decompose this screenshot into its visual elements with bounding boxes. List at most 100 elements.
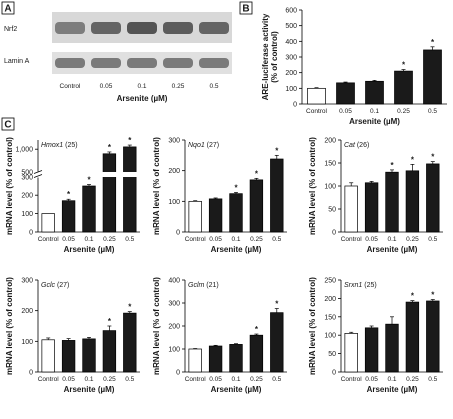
bar-0-1	[385, 171, 399, 233]
x-tick-label: 0.1	[387, 236, 396, 243]
x-axis-label: Arsenite (µM)	[64, 245, 115, 254]
y-tick-label: 100	[21, 339, 33, 346]
x-tick-label: 0.05	[339, 108, 352, 115]
gene-name: Gclc	[41, 282, 56, 289]
y-tick-label: 600	[285, 8, 297, 15]
bar-0-05	[61, 200, 76, 233]
bar-0-25	[249, 334, 264, 373]
bar-0-1	[385, 323, 399, 373]
y-tick-label: 200	[21, 193, 33, 200]
bar-0-5	[270, 158, 284, 233]
bar-0-25	[249, 179, 264, 233]
y-tick-label: 200	[168, 324, 180, 331]
y-axis-label-line: mRNA level (% of control)	[5, 277, 14, 375]
y-tick-label: 200	[324, 296, 336, 303]
x-tick-label: 0.5	[272, 376, 281, 383]
blot-lane-label: Control	[60, 83, 82, 90]
chart-title: Gclm (21)	[188, 282, 219, 289]
y-tick-label: 100	[168, 199, 180, 206]
y-tick-label: 0	[29, 370, 33, 377]
significance-marker: *	[402, 61, 406, 70]
x-tick-label: 0.25	[250, 236, 263, 243]
y-tick-label: 50	[328, 351, 336, 358]
significance-marker: *	[87, 176, 91, 185]
y-axis-label: mRNA level (% of control)	[5, 277, 14, 375]
x-tick-label: Control	[38, 236, 60, 243]
y-axis-label: mRNA level (% of control)	[152, 137, 161, 235]
bar-0-5	[423, 49, 442, 105]
x-tick-label: 0.25	[406, 376, 419, 383]
bar-control	[344, 185, 358, 233]
panel-label-c-box	[1, 117, 15, 131]
y-tick-label: 200	[21, 308, 33, 315]
bar-0-25	[394, 70, 413, 105]
x-tick-label: 0.5	[125, 236, 134, 243]
x-tick-label: Control	[306, 108, 328, 115]
chart-b: 0 100 200 300 400 500 600 Control 0.05 0.1 * 0.25 * 0…	[261, 8, 447, 126]
x-tick-label: Control	[341, 376, 363, 383]
sample-count: (21)	[204, 282, 218, 289]
y-tick-label: 400	[168, 278, 180, 285]
y-tick-label: 400	[285, 39, 297, 46]
y-axis-label-line: mRNA level (% of control)	[152, 137, 161, 235]
y-tick-label: 100	[168, 347, 180, 354]
x-tick-label: 0.5	[428, 376, 437, 383]
significance-marker: *	[431, 38, 435, 47]
significance-marker: *	[234, 183, 238, 192]
y-axis-label: mRNA level (% of control)	[308, 137, 317, 235]
blot-band-nrf2	[55, 22, 85, 34]
x-tick-label: 0.5	[272, 236, 281, 243]
significance-marker: *	[128, 136, 132, 145]
gene-name: Cat	[344, 142, 356, 149]
y-axis-label: mRNA level (% of control)	[152, 277, 161, 375]
x-tick-label: 0.25	[250, 376, 263, 383]
bar-0-05	[208, 198, 223, 233]
y-tick-label: 0	[176, 230, 180, 237]
bar-control	[188, 200, 202, 233]
panel-label-b: B	[242, 4, 249, 15]
y-axis-label-line: mRNA level (% of control)	[5, 137, 14, 235]
x-tick-label: Control	[185, 236, 207, 243]
blot-lane-label: 0.05	[100, 83, 113, 90]
axis-break-mark	[33, 170, 43, 178]
x-axis-label: Arsenite (µM)	[367, 385, 418, 394]
blot-band-nrf2	[163, 22, 193, 34]
sample-count: (25)	[63, 142, 77, 149]
chart-c5: 0 100 200 300 400 Control 0.05 0.1 * 0.25 * 0.5 Arse…	[152, 277, 287, 394]
bar-control	[41, 339, 55, 373]
panel-a: A Nrf2 Lamin A Control 0.05 0.1 0.25 0.5 Ars…	[1, 1, 232, 103]
y-tick-label: 1,000	[15, 147, 33, 154]
x-tick-label: 0.05	[365, 236, 378, 243]
significance-marker: *	[255, 325, 259, 334]
y-tick-label: 250	[324, 278, 336, 285]
chart-title: Gclc (27)	[41, 282, 69, 289]
chart-c2: 0 100 200 300 Control 0.05 * 0.1 * 0.25 * 0.5 Arseni…	[152, 137, 287, 254]
blot-band-lamin-a	[127, 58, 157, 68]
y-tick-label: 0	[332, 370, 336, 377]
significance-marker: *	[67, 190, 71, 199]
x-tick-label: 0.5	[428, 236, 437, 243]
x-tick-label: 0.5	[428, 108, 437, 115]
bar-0-1	[82, 185, 96, 233]
chart-title: Srxn1 (25)	[344, 282, 377, 289]
y-tick-label: 0	[332, 230, 336, 237]
x-tick-label: 0.1	[387, 376, 396, 383]
y-tick-label: 100	[21, 211, 33, 218]
y-tick-label: 0	[293, 102, 297, 109]
blot-lane-label: 0.5	[209, 83, 218, 90]
blot-row-label-lamin-a: Lamin A	[4, 58, 30, 65]
sample-count: (25)	[362, 282, 376, 289]
blot-x-axis-label: Arsenite (µM)	[117, 94, 168, 103]
y-tick-label: 300	[285, 55, 297, 62]
significance-marker: *	[390, 161, 394, 170]
chart-c3: 0 50 100 150 200 Control 0.05 * 0.1 * 0.25 * 0.5 Arse…	[308, 137, 443, 254]
bar-0-1	[365, 80, 384, 105]
y-tick-label: 300	[21, 278, 33, 285]
blot-band-lamin-a	[163, 58, 193, 68]
gene-name: Gclm	[188, 282, 205, 289]
blot-band-nrf2	[127, 22, 157, 34]
bar-control	[307, 87, 326, 105]
y-tick-label: 100	[324, 333, 336, 340]
y-tick-label: 150	[324, 161, 336, 168]
